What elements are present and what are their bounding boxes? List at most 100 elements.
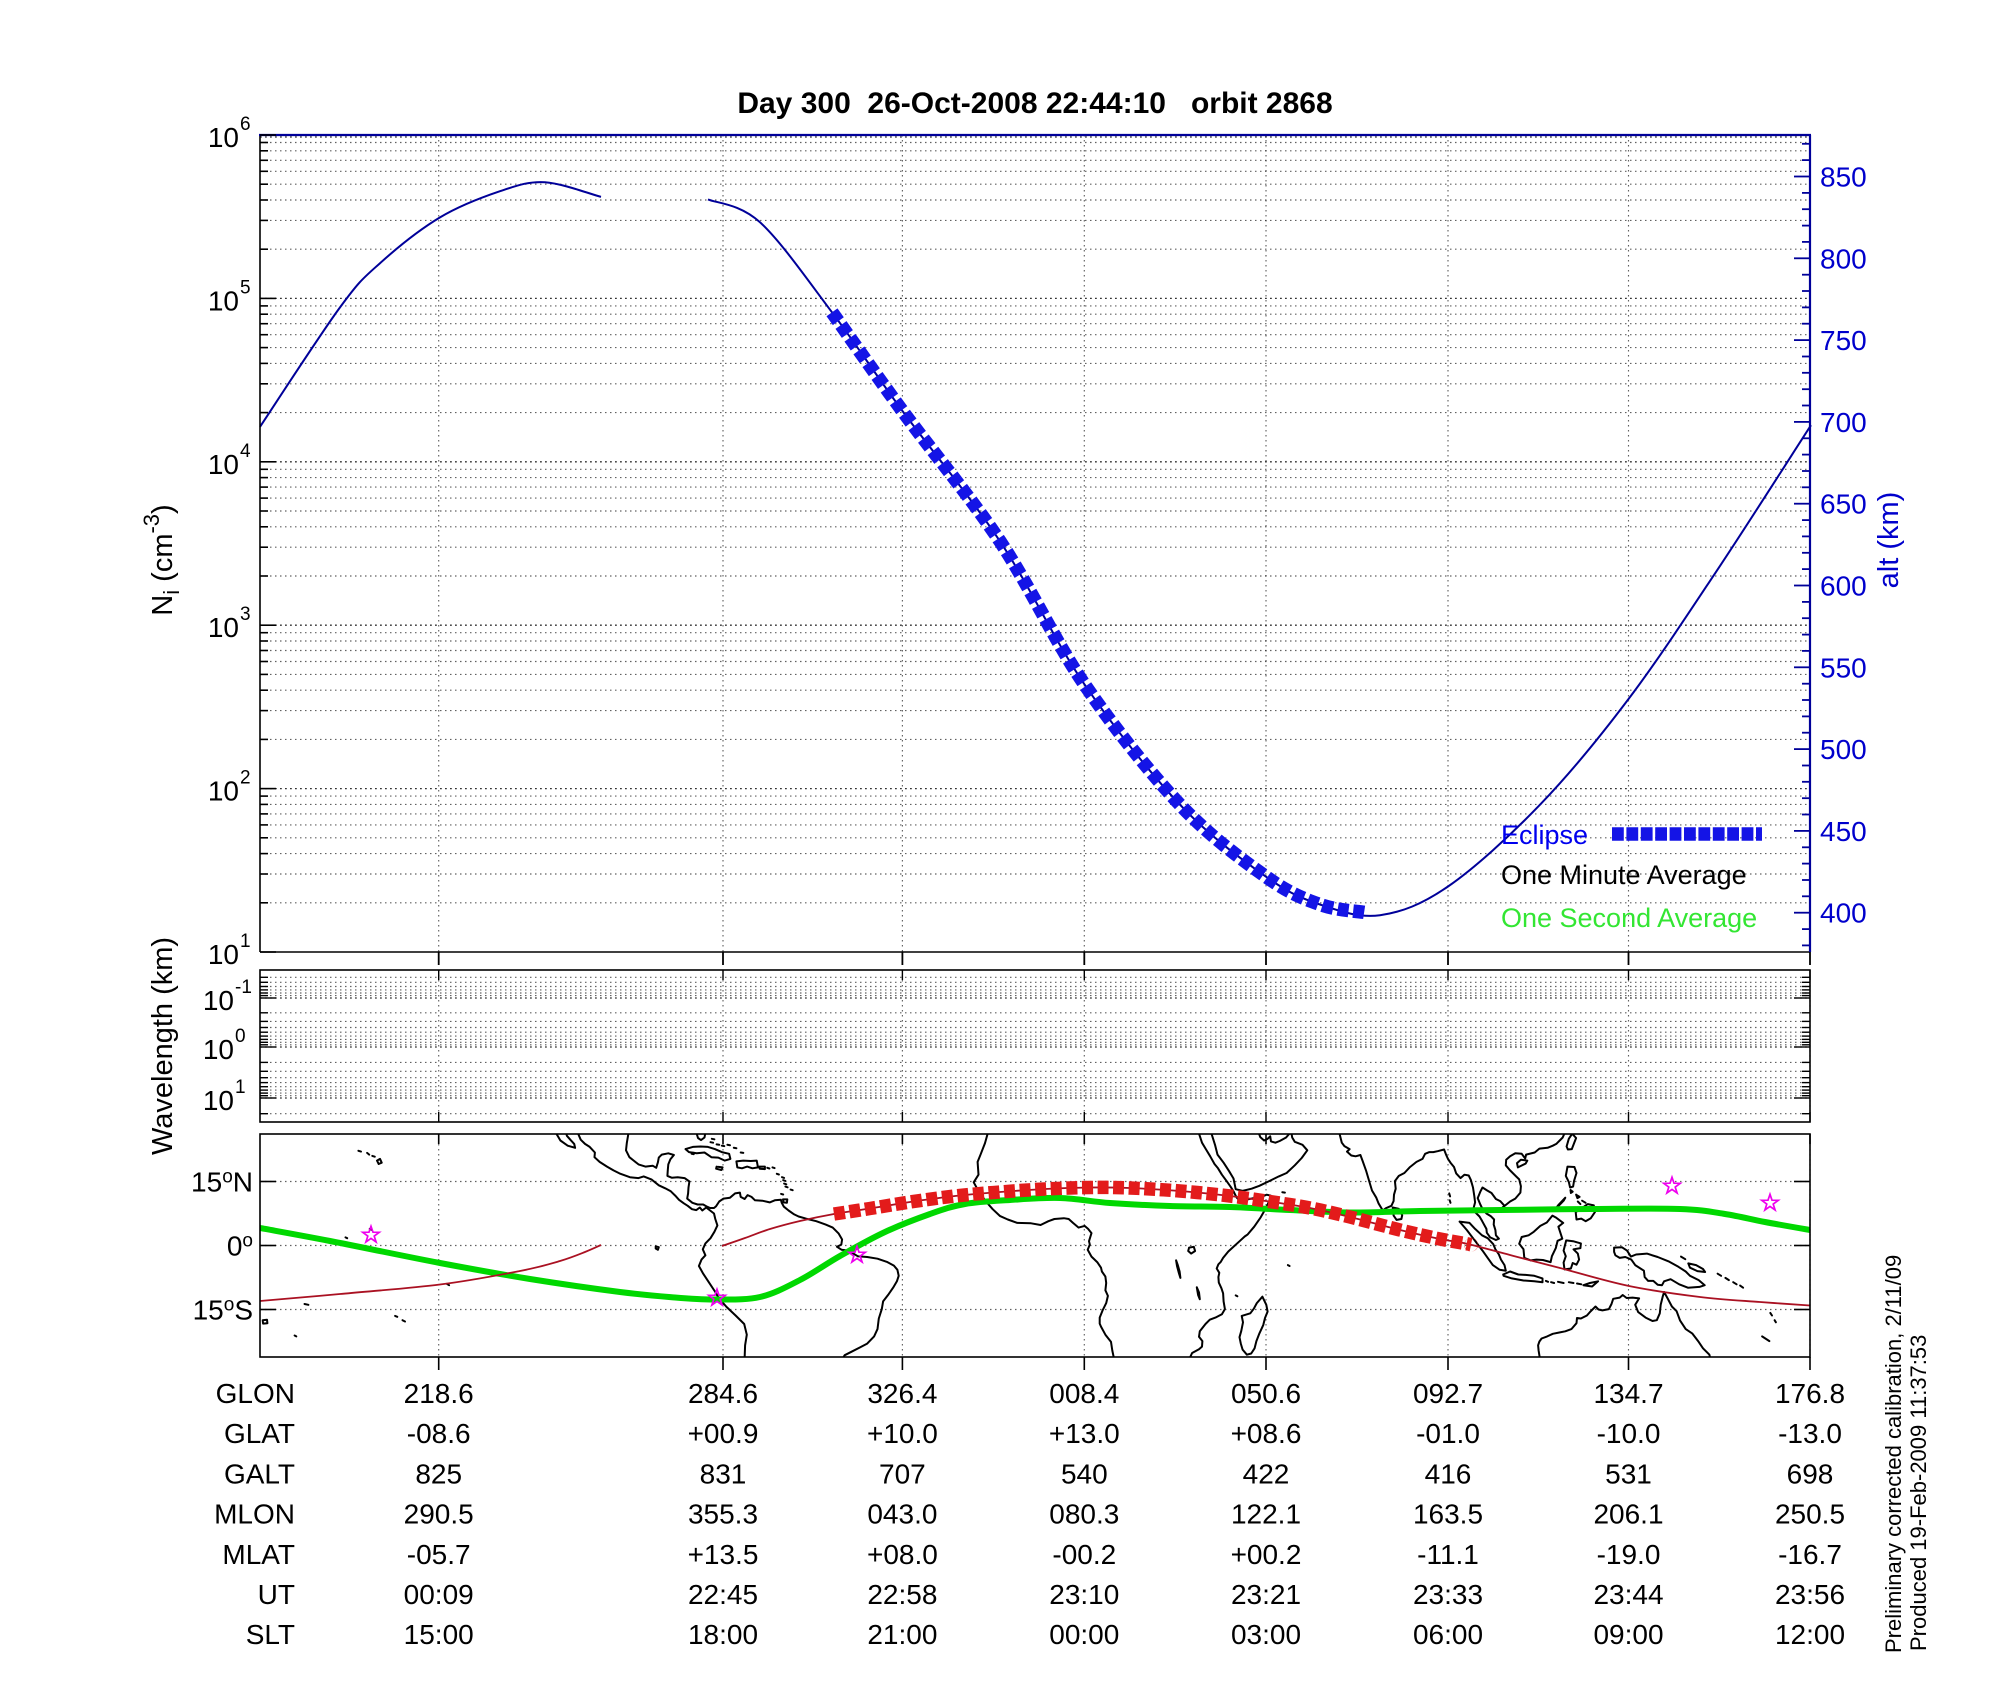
svg-text:800: 800 xyxy=(1820,243,1867,274)
svg-text:326.4: 326.4 xyxy=(867,1378,937,1409)
svg-text:+08.0: +08.0 xyxy=(867,1539,938,1570)
svg-text:3: 3 xyxy=(240,604,251,625)
svg-text:-01.0: -01.0 xyxy=(1416,1418,1480,1449)
svg-text:+13.0: +13.0 xyxy=(1049,1418,1120,1449)
svg-text:GLAT: GLAT xyxy=(224,1418,295,1449)
svg-text:176.8: 176.8 xyxy=(1775,1378,1845,1409)
svg-text:06:00: 06:00 xyxy=(1413,1619,1483,1650)
svg-text:00:00: 00:00 xyxy=(1049,1619,1119,1650)
svg-text:10: 10 xyxy=(208,612,239,643)
svg-text:09:00: 09:00 xyxy=(1593,1619,1663,1650)
svg-text:1: 1 xyxy=(240,931,251,952)
svg-text:540: 540 xyxy=(1061,1458,1108,1489)
svg-text:043.0: 043.0 xyxy=(867,1499,937,1530)
svg-text:416: 416 xyxy=(1425,1458,1472,1489)
svg-text:15oN: 15oN xyxy=(191,1167,253,1198)
svg-text:092.7: 092.7 xyxy=(1413,1378,1483,1409)
svg-text:10: 10 xyxy=(203,1034,234,1065)
svg-text:+00.9: +00.9 xyxy=(688,1418,759,1449)
svg-text:GLON: GLON xyxy=(216,1378,295,1409)
svg-text:750: 750 xyxy=(1820,325,1867,356)
svg-text:MLAT: MLAT xyxy=(222,1539,295,1570)
svg-text:21:00: 21:00 xyxy=(867,1619,937,1650)
svg-text:10: 10 xyxy=(208,122,239,153)
svg-text:698: 698 xyxy=(1787,1458,1834,1489)
svg-text:531: 531 xyxy=(1605,1458,1652,1489)
svg-text:12:00: 12:00 xyxy=(1775,1619,1845,1650)
svg-text:-1: -1 xyxy=(235,977,252,998)
svg-text:00:09: 00:09 xyxy=(404,1579,474,1610)
svg-text:SLT: SLT xyxy=(246,1619,295,1650)
svg-text:Preliminary corrected calibrat: Preliminary corrected calibration, 2/11/… xyxy=(1881,1255,1906,1653)
svg-text:One Minute Average: One Minute Average xyxy=(1501,860,1747,890)
svg-text:5: 5 xyxy=(240,277,251,298)
svg-text:500: 500 xyxy=(1820,734,1867,765)
svg-text:10: 10 xyxy=(208,939,239,970)
svg-text:+08.6: +08.6 xyxy=(1231,1418,1302,1449)
svg-text:4: 4 xyxy=(240,441,251,462)
svg-text:218.6: 218.6 xyxy=(404,1378,474,1409)
svg-text:0: 0 xyxy=(235,1026,246,1047)
svg-text:163.5: 163.5 xyxy=(1413,1499,1483,1530)
svg-text:422: 422 xyxy=(1243,1458,1290,1489)
svg-text:+00.2: +00.2 xyxy=(1231,1539,1302,1570)
svg-text:One Second Average: One Second Average xyxy=(1501,903,1757,933)
svg-text:825: 825 xyxy=(415,1458,462,1489)
svg-text:10: 10 xyxy=(208,285,239,316)
svg-text:600: 600 xyxy=(1820,571,1867,602)
svg-text:Wavelength (km): Wavelength (km) xyxy=(147,937,179,1155)
svg-text:290.5: 290.5 xyxy=(404,1499,474,1530)
svg-text:700: 700 xyxy=(1820,407,1867,438)
svg-text:+10.0: +10.0 xyxy=(867,1418,938,1449)
svg-text:-13.0: -13.0 xyxy=(1778,1418,1842,1449)
svg-text:134.7: 134.7 xyxy=(1593,1378,1663,1409)
svg-text:1: 1 xyxy=(235,1077,246,1098)
svg-text:+13.5: +13.5 xyxy=(688,1539,759,1570)
svg-text:6: 6 xyxy=(240,114,251,135)
svg-text:GALT: GALT xyxy=(224,1458,295,1489)
svg-text:250.5: 250.5 xyxy=(1775,1499,1845,1530)
svg-text:850: 850 xyxy=(1820,162,1867,193)
svg-text:-11.1: -11.1 xyxy=(1417,1539,1479,1570)
svg-text:alt (km): alt (km) xyxy=(1873,492,1905,589)
svg-text:080.3: 080.3 xyxy=(1049,1499,1119,1530)
svg-text:122.1: 122.1 xyxy=(1231,1499,1301,1530)
svg-text:MLON: MLON xyxy=(214,1499,295,1530)
svg-text:-00.2: -00.2 xyxy=(1052,1539,1116,1570)
svg-text:-16.7: -16.7 xyxy=(1778,1539,1842,1570)
svg-text:Ni (cm-3): Ni (cm-3) xyxy=(139,504,184,615)
svg-text:UT: UT xyxy=(258,1579,295,1610)
svg-text:18:00: 18:00 xyxy=(688,1619,758,1650)
svg-text:-19.0: -19.0 xyxy=(1597,1539,1661,1570)
svg-text:206.1: 206.1 xyxy=(1593,1499,1663,1530)
svg-text:-08.6: -08.6 xyxy=(407,1418,471,1449)
svg-text:355.3: 355.3 xyxy=(688,1499,758,1530)
svg-text:Day 300 26-Oct-2008 22:44:10: Day 300 26-Oct-2008 22:44:10 orbit 2868 xyxy=(737,87,1332,120)
svg-text:707: 707 xyxy=(879,1458,926,1489)
svg-text:23:56: 23:56 xyxy=(1775,1579,1845,1610)
svg-text:Eclipse: Eclipse xyxy=(1501,820,1588,850)
svg-text:23:10: 23:10 xyxy=(1049,1579,1119,1610)
svg-text:22:45: 22:45 xyxy=(688,1579,758,1610)
svg-text:10: 10 xyxy=(203,985,234,1016)
svg-text:050.6: 050.6 xyxy=(1231,1378,1301,1409)
svg-text:15oS: 15oS xyxy=(193,1295,253,1326)
svg-text:15:00: 15:00 xyxy=(404,1619,474,1650)
svg-text:Produced 19-Feb-2009 11:37:53: Produced 19-Feb-2009 11:37:53 xyxy=(1906,1335,1931,1651)
svg-text:10: 10 xyxy=(203,1085,234,1116)
svg-text:400: 400 xyxy=(1820,898,1867,929)
svg-text:450: 450 xyxy=(1820,816,1867,847)
svg-text:650: 650 xyxy=(1820,489,1867,520)
svg-text:2: 2 xyxy=(240,768,251,789)
svg-text:550: 550 xyxy=(1820,652,1867,683)
svg-text:23:21: 23:21 xyxy=(1231,1579,1301,1610)
svg-text:831: 831 xyxy=(700,1458,747,1489)
svg-text:284.6: 284.6 xyxy=(688,1378,758,1409)
svg-text:03:00: 03:00 xyxy=(1231,1619,1301,1650)
svg-text:23:44: 23:44 xyxy=(1593,1579,1663,1610)
svg-text:-05.7: -05.7 xyxy=(407,1539,471,1570)
svg-text:-10.0: -10.0 xyxy=(1597,1418,1661,1449)
svg-text:008.4: 008.4 xyxy=(1049,1378,1119,1409)
svg-text:10: 10 xyxy=(208,449,239,480)
svg-text:23:33: 23:33 xyxy=(1413,1579,1483,1610)
